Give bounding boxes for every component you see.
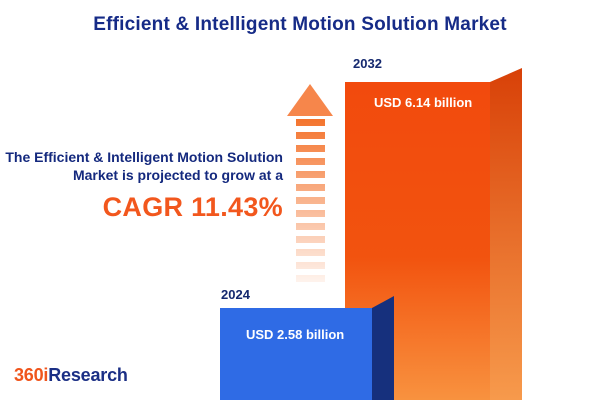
cagr-value: CAGR 11.43% bbox=[102, 191, 283, 222]
logo-part-360i: 360i bbox=[14, 365, 49, 385]
bar-2024-side bbox=[372, 296, 394, 400]
bar-2024-front bbox=[220, 308, 372, 400]
annotation-text: The Efficient & Intelligent Motion Solut… bbox=[5, 149, 283, 184]
logo: 360iResearch bbox=[14, 365, 128, 386]
growth-arrow-icon bbox=[287, 84, 333, 287]
arrow-head-icon bbox=[287, 84, 333, 116]
bar-label-2032: 2032 bbox=[353, 56, 382, 71]
bar-value-2032: USD 6.14 billion bbox=[374, 95, 473, 110]
bar-2032-side bbox=[490, 68, 522, 400]
bar-value-2024: USD 2.58 billion bbox=[246, 327, 345, 342]
arrow-shaft-stripes bbox=[295, 119, 325, 287]
page-title: Efficient & Intelligent Motion Solution … bbox=[93, 14, 507, 35]
logo-part-research: Research bbox=[48, 365, 128, 385]
growth-annotation: The Efficient & Intelligent Motion Solut… bbox=[0, 148, 283, 223]
bar-label-2024: 2024 bbox=[221, 287, 250, 302]
